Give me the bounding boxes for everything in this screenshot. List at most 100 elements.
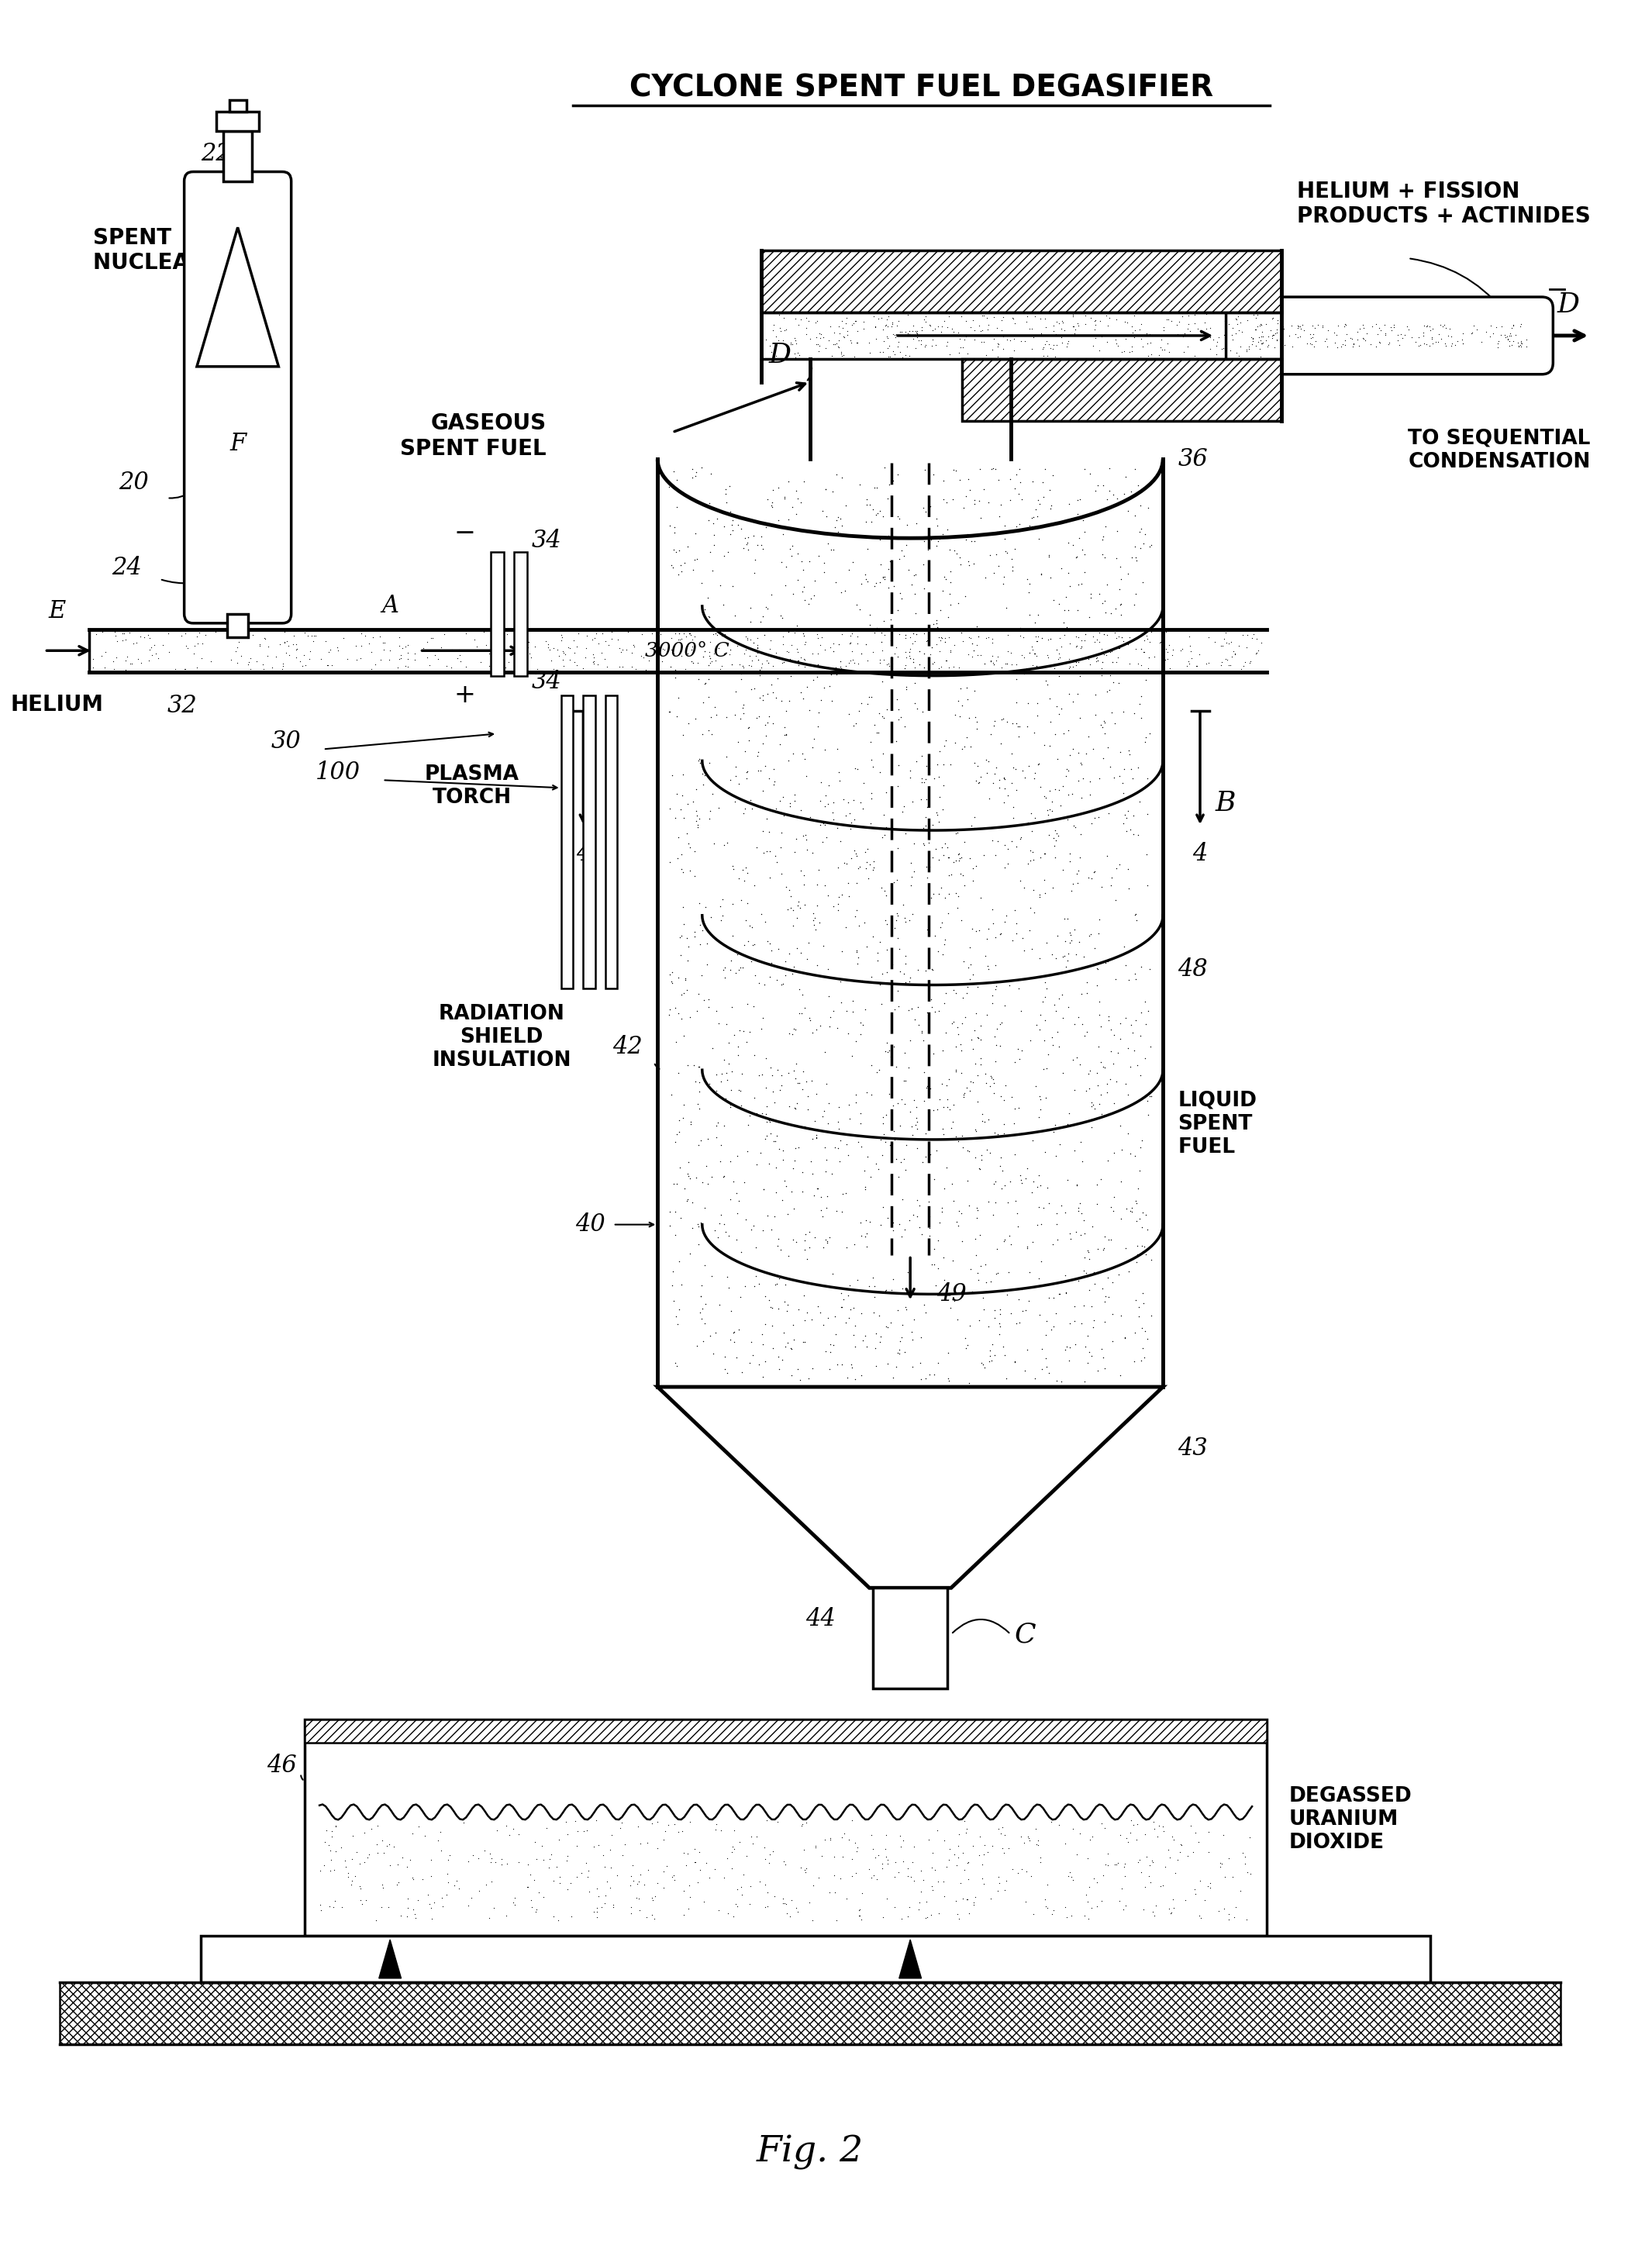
Point bbox=[228, 482, 254, 518]
Point bbox=[1137, 919, 1163, 955]
Point bbox=[666, 821, 692, 856]
Point bbox=[843, 1854, 869, 1890]
Point bbox=[248, 224, 274, 260]
Point bbox=[773, 632, 800, 668]
Point bbox=[677, 643, 704, 679]
Point bbox=[193, 242, 220, 278]
Point bbox=[826, 879, 852, 915]
Point bbox=[1160, 1890, 1186, 1926]
Point bbox=[945, 1827, 971, 1863]
Point bbox=[849, 1877, 876, 1912]
Point bbox=[1075, 1056, 1102, 1092]
Point bbox=[657, 621, 684, 657]
Point bbox=[762, 1199, 788, 1235]
Point bbox=[763, 1267, 790, 1303]
Point bbox=[203, 200, 230, 235]
Point bbox=[923, 1601, 950, 1637]
Point bbox=[385, 650, 411, 686]
Point bbox=[221, 269, 248, 305]
Point bbox=[243, 504, 269, 540]
Point bbox=[269, 646, 296, 682]
Point bbox=[244, 457, 271, 493]
Point bbox=[271, 614, 297, 650]
Point bbox=[704, 1119, 730, 1155]
Point bbox=[881, 1204, 907, 1240]
Point bbox=[1120, 798, 1146, 834]
Point bbox=[805, 621, 831, 657]
Point bbox=[243, 363, 269, 399]
Point bbox=[786, 995, 813, 1031]
Point bbox=[197, 359, 223, 395]
Point bbox=[190, 298, 216, 334]
Point bbox=[1287, 309, 1313, 345]
Point bbox=[748, 789, 775, 825]
Point bbox=[981, 1166, 1008, 1202]
Point bbox=[1340, 321, 1366, 356]
Point bbox=[828, 336, 854, 372]
Point bbox=[961, 700, 988, 735]
Point bbox=[791, 569, 818, 605]
Point bbox=[999, 549, 1026, 585]
Point bbox=[980, 639, 1006, 675]
Point bbox=[950, 330, 976, 365]
Point bbox=[882, 1121, 909, 1157]
Point bbox=[925, 1863, 952, 1899]
Point bbox=[869, 986, 895, 1022]
Point bbox=[879, 1509, 905, 1545]
Point bbox=[867, 565, 894, 601]
Point bbox=[876, 648, 902, 684]
Point bbox=[1122, 955, 1148, 991]
Point bbox=[1176, 314, 1203, 350]
Point bbox=[1037, 621, 1064, 657]
Point bbox=[211, 184, 238, 220]
Point bbox=[228, 637, 254, 673]
Point bbox=[1127, 1018, 1153, 1054]
Point bbox=[963, 704, 990, 740]
Point bbox=[1259, 300, 1285, 336]
Point bbox=[210, 489, 236, 525]
Point bbox=[666, 621, 692, 657]
Point bbox=[1009, 919, 1036, 955]
Point bbox=[243, 359, 269, 395]
Point bbox=[895, 1049, 922, 1085]
Point bbox=[811, 632, 838, 668]
Point bbox=[927, 1204, 953, 1240]
Point bbox=[504, 619, 530, 655]
Point bbox=[1041, 1309, 1067, 1345]
Point bbox=[892, 1661, 919, 1697]
Point bbox=[215, 339, 241, 374]
Point bbox=[965, 1083, 991, 1119]
Point bbox=[755, 1888, 781, 1924]
Point bbox=[1006, 1040, 1032, 1076]
Point bbox=[1062, 1215, 1089, 1251]
Point bbox=[930, 747, 957, 782]
Point bbox=[738, 1211, 765, 1247]
Point bbox=[233, 527, 259, 563]
Point bbox=[659, 1267, 686, 1303]
Point bbox=[776, 785, 803, 821]
Point bbox=[780, 489, 806, 525]
Point bbox=[897, 1094, 923, 1130]
Point bbox=[867, 870, 894, 906]
Point bbox=[1097, 1408, 1123, 1444]
Point bbox=[920, 1231, 947, 1267]
Point bbox=[662, 652, 689, 688]
Point bbox=[773, 693, 800, 729]
Point bbox=[895, 1890, 922, 1926]
Point bbox=[197, 495, 223, 531]
Point bbox=[790, 464, 816, 500]
Point bbox=[773, 715, 800, 751]
Point bbox=[912, 800, 938, 836]
Point bbox=[251, 511, 278, 547]
Point bbox=[1085, 1067, 1112, 1103]
Point bbox=[240, 462, 266, 498]
Point bbox=[1070, 1363, 1097, 1399]
Point bbox=[223, 565, 249, 601]
Point bbox=[202, 235, 228, 271]
Point bbox=[524, 652, 550, 688]
Point bbox=[1016, 749, 1042, 785]
Point bbox=[847, 1004, 874, 1040]
Point bbox=[205, 296, 231, 332]
Point bbox=[801, 899, 828, 935]
Point bbox=[991, 760, 1018, 796]
